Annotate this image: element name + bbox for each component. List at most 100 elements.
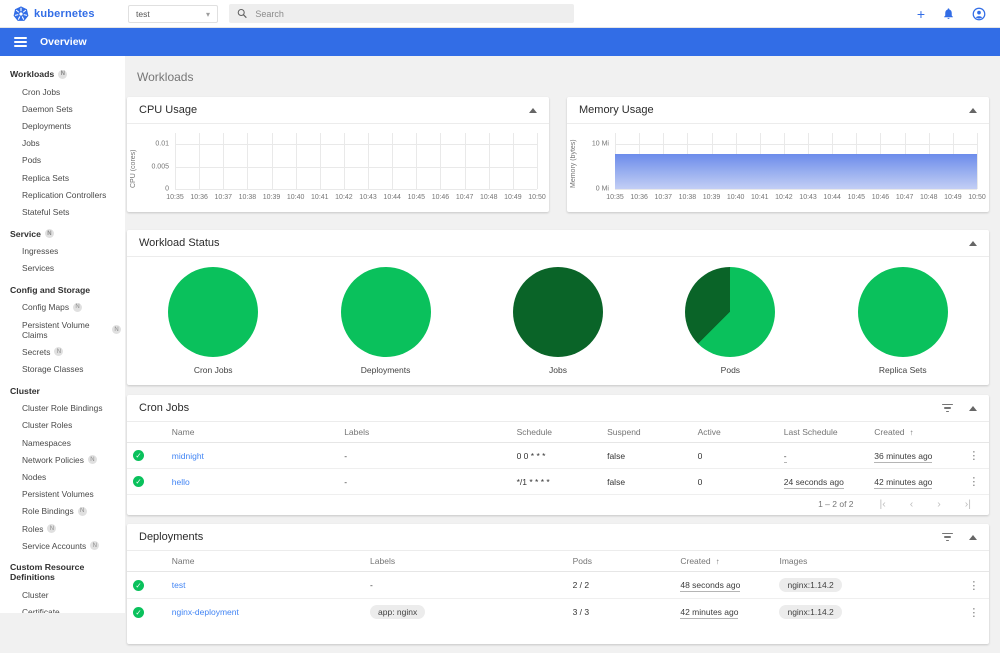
namespaced-badge: N — [88, 455, 97, 464]
kebab-menu-icon[interactable]: ⋮ — [965, 606, 983, 619]
pie-chart — [858, 267, 948, 357]
kubernetes-brand[interactable]: kubernetes — [0, 6, 120, 22]
sidebar-item-daemon-sets[interactable]: Daemon Sets — [0, 100, 125, 117]
collapse-icon[interactable] — [969, 535, 977, 540]
memory-y-axis-label: Memory (bytes) — [570, 130, 577, 188]
sidebar-section-config-and-storage[interactable]: Config and Storage — [0, 280, 125, 299]
sort-ascending-icon[interactable] — [905, 427, 914, 437]
namespaced-badge: N — [78, 507, 87, 516]
sidebar-section-cluster[interactable]: Cluster — [0, 381, 125, 400]
sidebar-item-cluster-roles[interactable]: Cluster Roles — [0, 417, 125, 434]
column-header-name: Name — [166, 422, 338, 443]
pagination-controls: |‹ ‹ › ›| — [880, 498, 971, 510]
user-icon — [972, 7, 986, 21]
deployment-created-value: 48 seconds ago — [680, 580, 740, 592]
deployment-name-value[interactable]: nginx-deployment — [172, 607, 239, 617]
deployment-images-value: nginx:1.14.2 — [779, 578, 841, 592]
column-header-label: Active — [698, 427, 721, 437]
workload-pie-jobs: Jobs — [483, 267, 633, 375]
status-column-header — [127, 551, 166, 572]
column-header-label: Pods — [573, 556, 592, 566]
search-bar[interactable] — [229, 4, 574, 23]
namespaced-badge: N — [73, 303, 82, 312]
next-page-icon[interactable]: › — [937, 498, 941, 510]
deployment-labels-value: - — [370, 580, 373, 590]
kebab-menu-icon[interactable]: ⋮ — [965, 475, 983, 488]
sidebar-item-services[interactable]: Services — [0, 260, 125, 277]
sidebar-item-certificate[interactable]: Certificate — [0, 604, 125, 614]
deployments-table-head: NameLabelsPodsCreatedImages — [127, 551, 989, 572]
sidebar-item-stateful-sets[interactable]: Stateful Sets — [0, 203, 125, 220]
filter-icon[interactable] — [942, 533, 953, 541]
sidebar-item-jobs[interactable]: Jobs — [0, 135, 125, 152]
column-header-label: Created — [680, 556, 710, 566]
x-axis-tick: 10:38 — [239, 194, 257, 201]
kebab-menu-icon[interactable]: ⋮ — [965, 579, 983, 592]
status-column-header — [127, 422, 166, 443]
kebab-menu-icon[interactable]: ⋮ — [965, 449, 983, 462]
cron-job-name-value[interactable]: hello — [172, 477, 190, 487]
cron-job-name-value[interactable]: midnight — [172, 451, 204, 461]
sidebar-item-label: Cluster Roles — [22, 420, 72, 430]
collapse-icon[interactable] — [969, 406, 977, 411]
deployment-name: nginx-deployment — [166, 599, 364, 626]
filter-icon[interactable] — [942, 404, 953, 412]
row-actions-cell: ⋮ — [959, 443, 989, 469]
sort-ascending-icon[interactable] — [711, 556, 720, 566]
create-resource-button[interactable]: + — [917, 7, 925, 21]
sidebar-item-pods[interactable]: Pods — [0, 152, 125, 169]
sidebar-item-label: Namespaces — [22, 438, 71, 448]
x-axis-tick: 10:45 — [848, 194, 866, 201]
sidebar-item-replica-sets[interactable]: Replica Sets — [0, 169, 125, 186]
collapse-icon[interactable] — [969, 108, 977, 113]
sidebar-item-cluster[interactable]: Cluster — [0, 586, 125, 603]
deployment-images: nginx:1.14.2 — [773, 599, 958, 626]
profile-button[interactable] — [972, 7, 986, 21]
cron-job-suspend: false — [601, 443, 692, 469]
pie-label: Cron Jobs — [194, 365, 233, 375]
sidebar-item-label: Deployments — [22, 121, 71, 131]
sidebar-item-replication-controllers[interactable]: Replication Controllers — [0, 186, 125, 203]
sidebar-item-persistent-volumes[interactable]: Persistent Volumes — [0, 486, 125, 503]
sidebar-item-storage-classes[interactable]: Storage Classes — [0, 360, 125, 377]
column-header-created: Created — [674, 551, 773, 572]
sidebar-item-deployments[interactable]: Deployments — [0, 117, 125, 134]
column-header-label: Created — [874, 427, 904, 437]
sidebar-section-custom-resource-definitions[interactable]: Custom Resource Definitions — [0, 557, 125, 586]
deployment-name-value[interactable]: test — [172, 580, 186, 590]
collapse-icon[interactable] — [529, 108, 537, 113]
sidebar-item-nodes[interactable]: Nodes — [0, 468, 125, 485]
pie-label: Deployments — [361, 365, 411, 375]
menu-icon[interactable] — [14, 37, 27, 47]
deployment-pods: 3 / 3 — [567, 599, 675, 626]
column-header-label: Labels — [370, 556, 395, 566]
sidebar-item-namespaces[interactable]: Namespaces — [0, 434, 125, 451]
namespaced-badge: N — [47, 524, 56, 533]
search-input[interactable] — [255, 9, 566, 19]
last-page-icon[interactable]: ›| — [965, 498, 971, 510]
deployment-labels: - — [364, 572, 567, 599]
notifications-button[interactable] — [942, 7, 955, 20]
sidebar-item-cron-jobs[interactable]: Cron Jobs — [0, 83, 125, 100]
collapse-icon[interactable] — [969, 241, 977, 246]
x-axis-tick: 10:48 — [920, 194, 938, 201]
sidebar-item-ingresses[interactable]: Ingresses — [0, 243, 125, 260]
namespace-select[interactable]: test — [128, 5, 218, 23]
first-page-icon[interactable]: |‹ — [880, 498, 886, 510]
x-axis-tick: 10:41 — [311, 194, 329, 201]
sidebar-item-cluster-role-bindings[interactable]: Cluster Role Bindings — [0, 400, 125, 417]
previous-page-icon[interactable]: ‹ — [910, 498, 914, 510]
